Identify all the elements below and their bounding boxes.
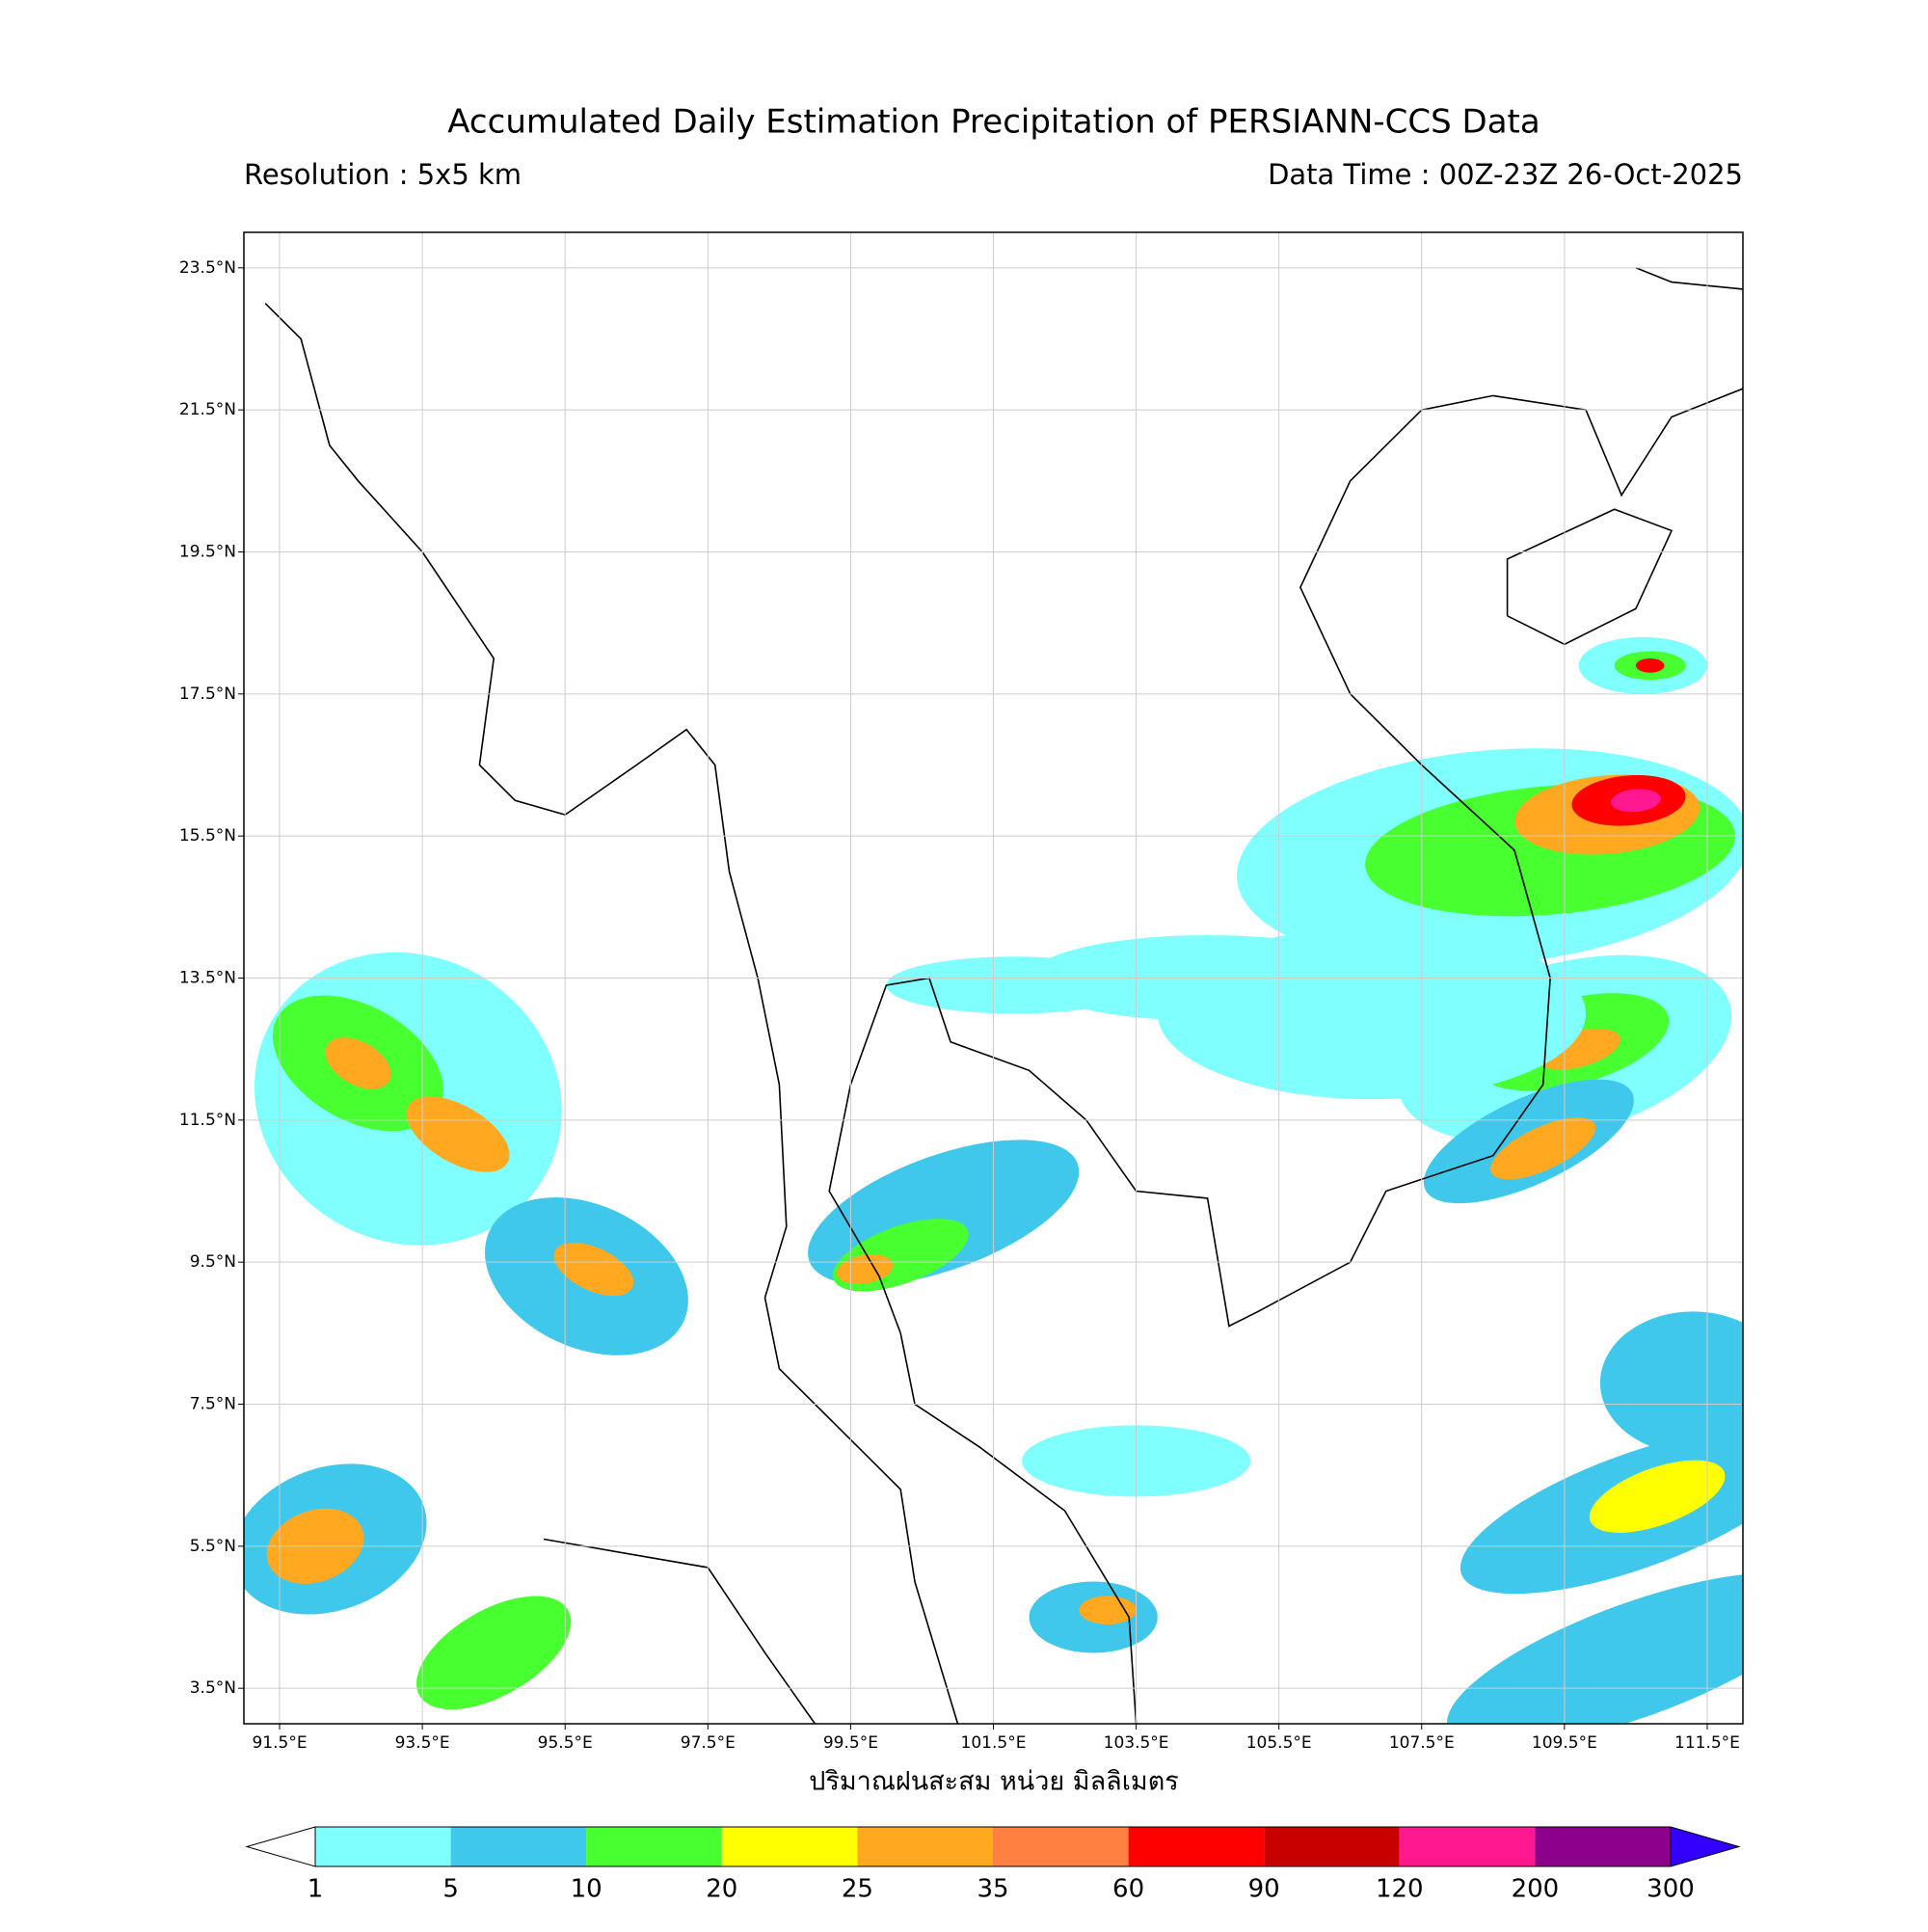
colorbar-label: 20 xyxy=(706,1875,737,1904)
colorbar-label: 10 xyxy=(571,1875,602,1904)
rain-area xyxy=(416,1596,572,1710)
rain-area xyxy=(808,1140,1080,1285)
colorbar-label: 120 xyxy=(1376,1875,1424,1904)
colorbar-label: 5 xyxy=(442,1875,459,1904)
x-label: ปริมาณฝนสะสม หน่วย มิลลิเมตร xyxy=(809,1767,1179,1797)
colorbar-segment xyxy=(993,1827,1129,1866)
x-tick-label: 111.5°E xyxy=(1674,1733,1740,1753)
colorbar-over xyxy=(1670,1826,1741,1867)
colorbar-segment xyxy=(1535,1827,1671,1866)
rain-area xyxy=(1490,1117,1596,1180)
coastline xyxy=(543,1538,817,1724)
rain-area xyxy=(1079,1596,1137,1624)
coastline xyxy=(1506,508,1674,646)
x-tick-label: 93.5°E xyxy=(395,1733,450,1753)
y-tick-label: 15.5°N xyxy=(179,826,236,845)
y-tick-label: 5.5°N xyxy=(190,1537,236,1556)
rain-area xyxy=(406,1096,510,1172)
colorbar-frame xyxy=(314,1826,1672,1867)
colorbar-segment xyxy=(586,1827,722,1866)
x-tick-label: 109.5°E xyxy=(1532,1733,1597,1753)
colorbar-label: 60 xyxy=(1112,1875,1144,1904)
x-tick-label: 97.5°E xyxy=(681,1733,736,1753)
rain-area xyxy=(1589,1460,1726,1533)
colorbar-under xyxy=(245,1826,316,1867)
colorbar-segment xyxy=(450,1827,587,1866)
y-tick-label: 17.5°N xyxy=(179,684,236,704)
x-tick-label: 107.5°E xyxy=(1389,1733,1455,1753)
x-tick-label: 95.5°E xyxy=(538,1733,593,1753)
rain-area xyxy=(325,1037,391,1089)
colorbar-label: 1 xyxy=(308,1875,324,1904)
colorbar-label: 35 xyxy=(977,1875,1008,1904)
map-title: Accumulated Daily Estimation Precipitati… xyxy=(447,103,1540,142)
colorbar-segment xyxy=(721,1827,858,1866)
x-tick-label: 103.5°E xyxy=(1104,1733,1169,1753)
rain-area xyxy=(1611,789,1661,813)
colorbar-label: 200 xyxy=(1512,1875,1560,1904)
rain-area xyxy=(1447,1572,1743,1724)
rain-area xyxy=(553,1243,634,1297)
colorbar-label: 25 xyxy=(842,1875,873,1904)
colorbar-segment xyxy=(1128,1827,1265,1866)
colorbar-segment xyxy=(1264,1827,1400,1866)
data-time: Data Time : 00Z-23Z 26-Oct-2025 xyxy=(1268,158,1743,191)
map-area xyxy=(244,267,1743,1724)
x-tick-label: 99.5°E xyxy=(823,1733,878,1753)
resolution: Resolution : 5x5 km xyxy=(244,158,522,191)
colorbar-label: 90 xyxy=(1248,1875,1280,1904)
y-tick-label: 11.5°N xyxy=(179,1111,236,1130)
y-tick-label: 7.5°N xyxy=(190,1395,236,1414)
colorbar-segment xyxy=(1399,1827,1536,1866)
coastline xyxy=(828,388,1743,1724)
rain-area xyxy=(1599,1311,1743,1455)
x-tick-label: 101.5°E xyxy=(961,1733,1027,1753)
rain-area xyxy=(886,956,1143,1014)
colorbar-segment xyxy=(857,1827,993,1866)
y-tick-label: 23.5°N xyxy=(179,258,236,278)
x-tick-label: 105.5°E xyxy=(1246,1733,1312,1753)
map-frame xyxy=(243,231,1744,1725)
y-tick-label: 13.5°N xyxy=(179,969,236,988)
rain-area xyxy=(1635,657,1665,673)
y-tick-label: 3.5°N xyxy=(190,1678,236,1698)
y-tick-label: 19.5°N xyxy=(179,543,236,562)
x-tick-label: 91.5°E xyxy=(252,1733,307,1753)
colorbar-label: 300 xyxy=(1647,1875,1695,1904)
coastline xyxy=(1635,267,1743,290)
colorbar-segment xyxy=(315,1827,451,1866)
y-tick-label: 9.5°N xyxy=(190,1252,236,1272)
y-tick-label: 21.5°N xyxy=(179,400,236,419)
